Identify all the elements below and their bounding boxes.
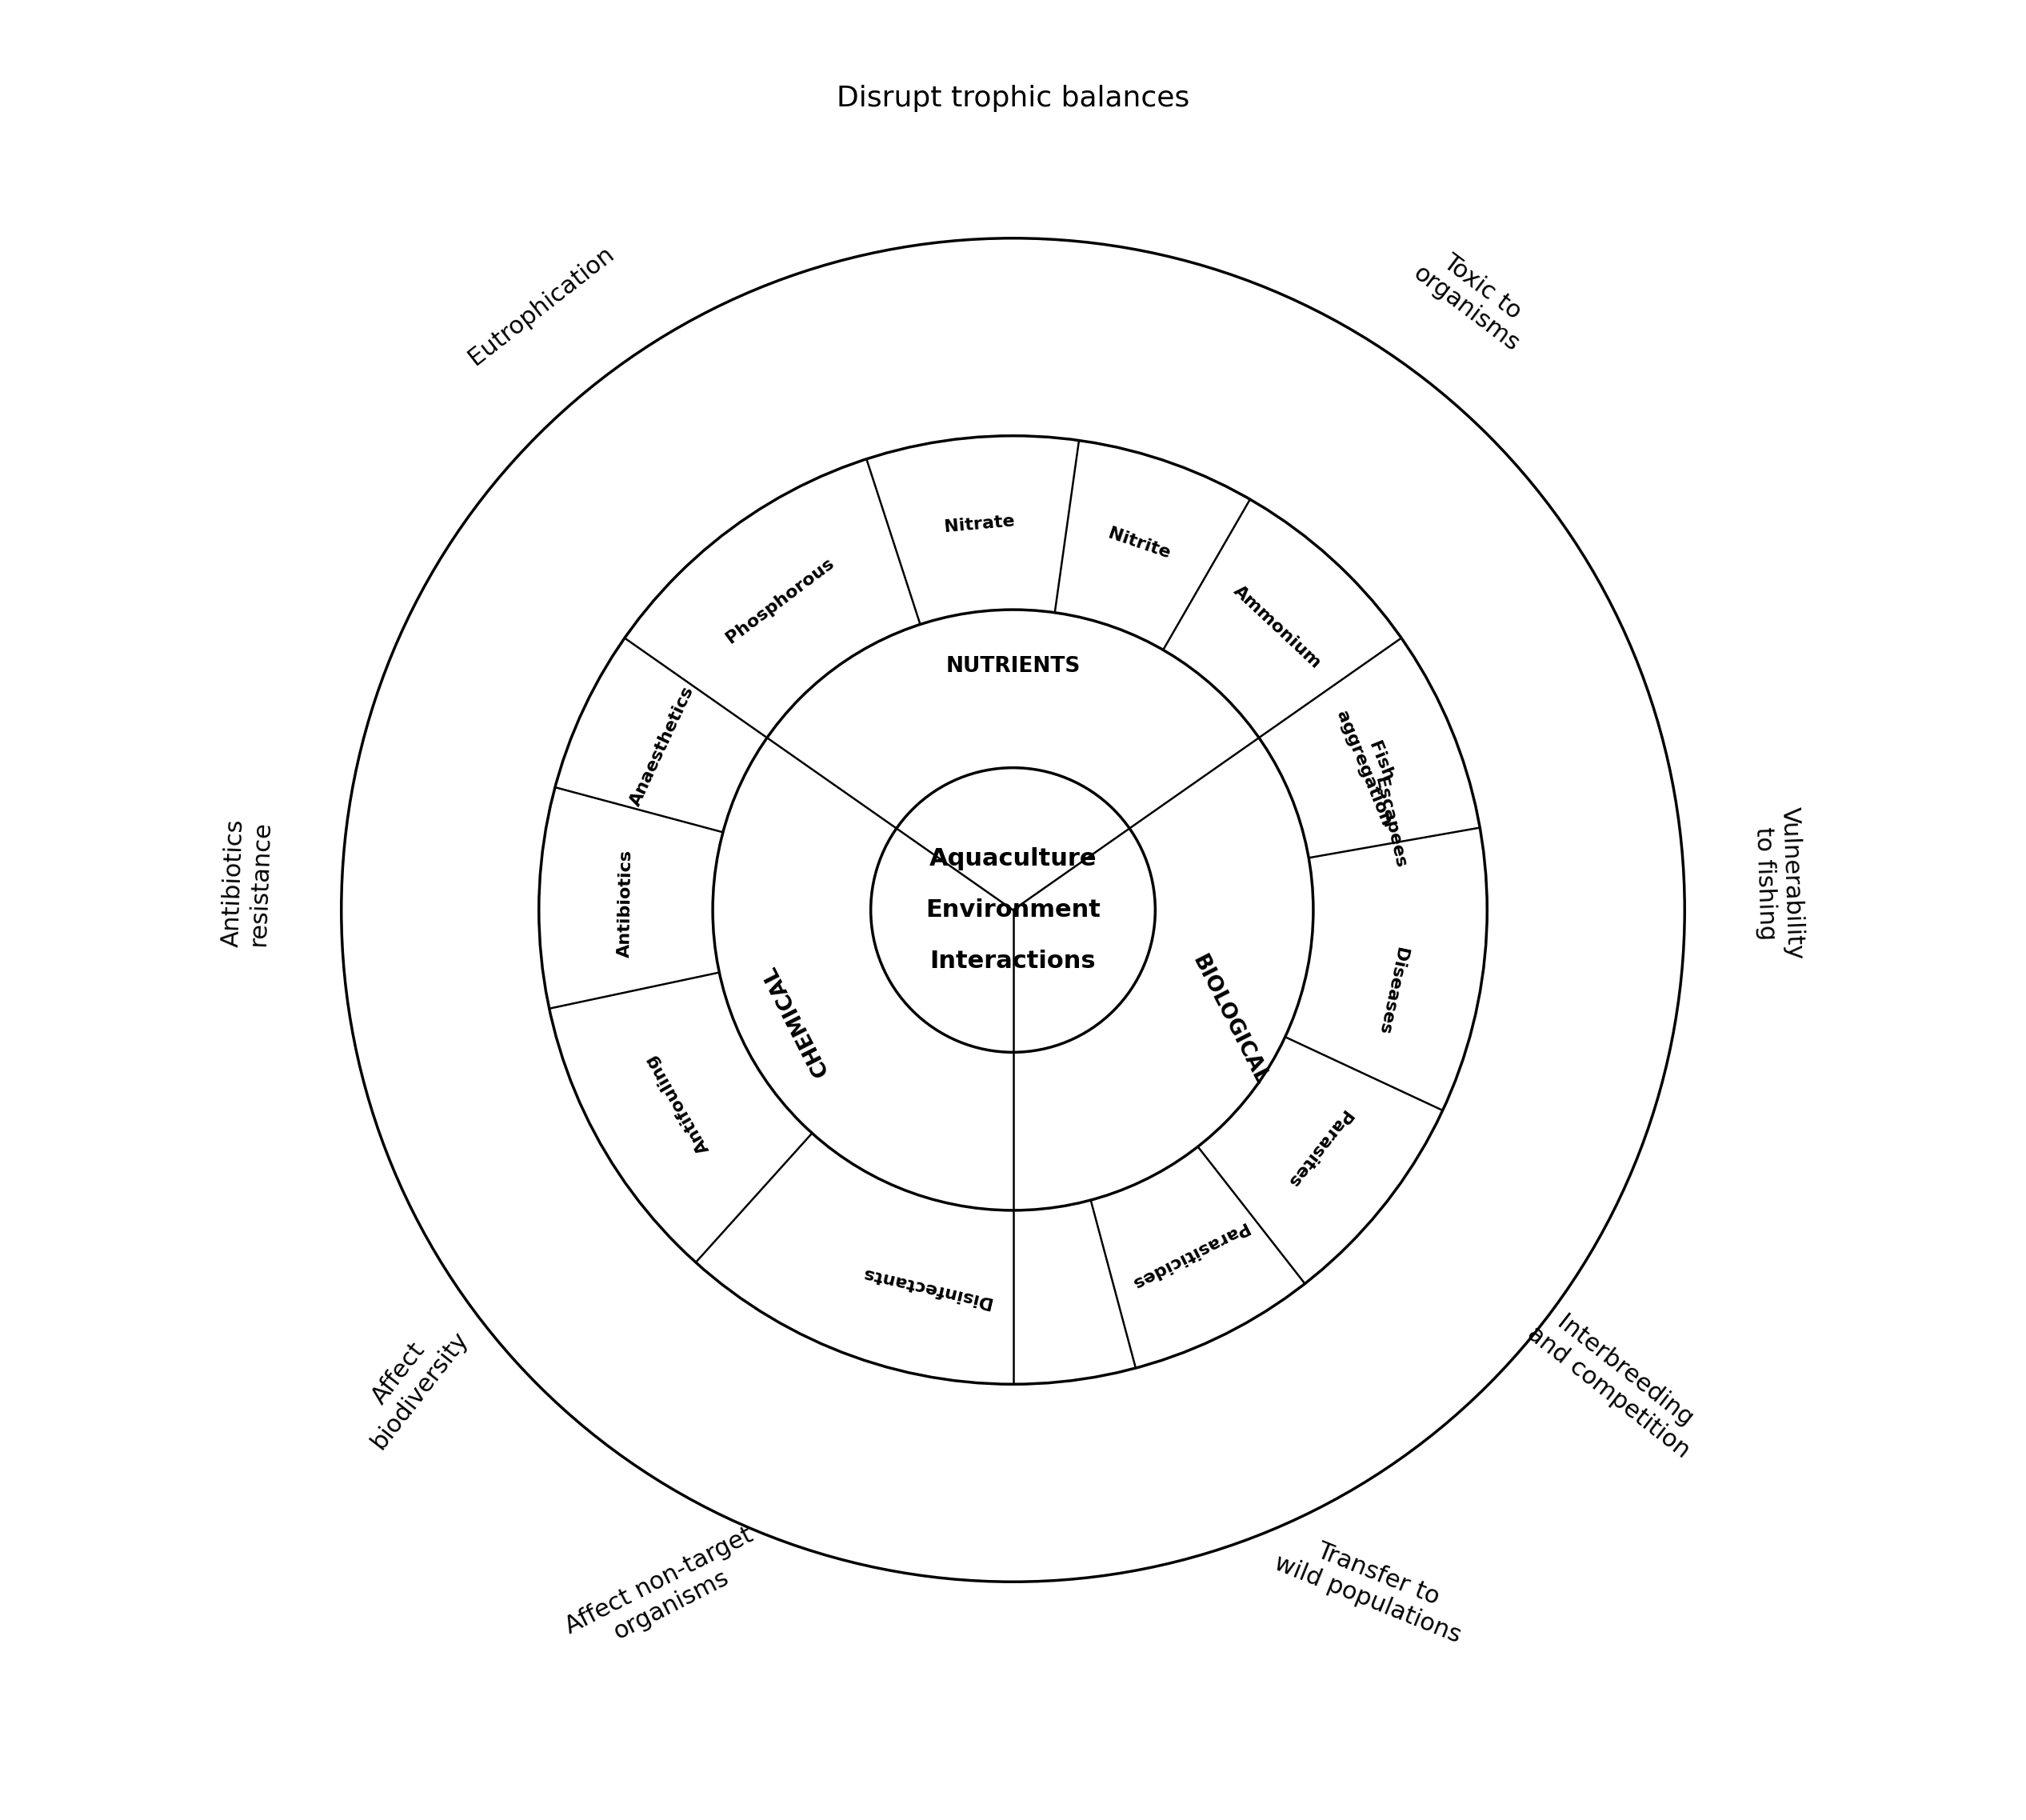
- Text: Parasiticides: Parasiticides: [1128, 1219, 1250, 1292]
- Text: Vulnerability
to fishing: Vulnerability to fishing: [1750, 806, 1807, 961]
- Text: Antifouling: Antifouling: [642, 1052, 713, 1156]
- Text: Ammonium: Ammonium: [1230, 582, 1323, 672]
- Text: Disinfectants: Disinfectants: [859, 1265, 993, 1310]
- Text: Anaesthetics: Anaesthetics: [628, 684, 697, 808]
- Text: Phosphorous: Phosphorous: [723, 555, 837, 646]
- Text: Toxic to
organisms: Toxic to organisms: [1408, 240, 1540, 355]
- Text: Affect non-target
organisms: Affect non-target organisms: [561, 1523, 770, 1662]
- Text: Aquaculture: Aquaculture: [930, 846, 1096, 870]
- Text: Nitrate: Nitrate: [944, 513, 1015, 535]
- Text: Eutrophication: Eutrophication: [464, 242, 618, 369]
- Text: Disrupt trophic balances: Disrupt trophic balances: [837, 84, 1189, 111]
- Text: BIOLOGICAL: BIOLOGICAL: [1187, 952, 1272, 1088]
- Text: Antibiotics: Antibiotics: [618, 850, 634, 957]
- Text: Nitrite: Nitrite: [1106, 526, 1173, 562]
- Text: NUTRIENTS: NUTRIENTS: [946, 657, 1080, 677]
- Text: Parasites: Parasites: [1282, 1107, 1353, 1190]
- Text: Antibiotics
resistance: Antibiotics resistance: [219, 819, 274, 948]
- Text: Diseases: Diseases: [1376, 945, 1408, 1036]
- Text: Environment: Environment: [926, 899, 1100, 921]
- Text: Fish
aggregation: Fish aggregation: [1333, 703, 1410, 828]
- Text: Interactions: Interactions: [930, 950, 1096, 974]
- Text: Escapees: Escapees: [1372, 775, 1408, 870]
- Text: Transfer to
wild populations: Transfer to wild populations: [1270, 1527, 1475, 1647]
- Text: Affect
biodiversity: Affect biodiversity: [346, 1310, 472, 1454]
- Text: CHEMICAL: CHEMICAL: [760, 961, 833, 1079]
- Text: Interbreeding
and competition: Interbreeding and competition: [1524, 1301, 1710, 1463]
